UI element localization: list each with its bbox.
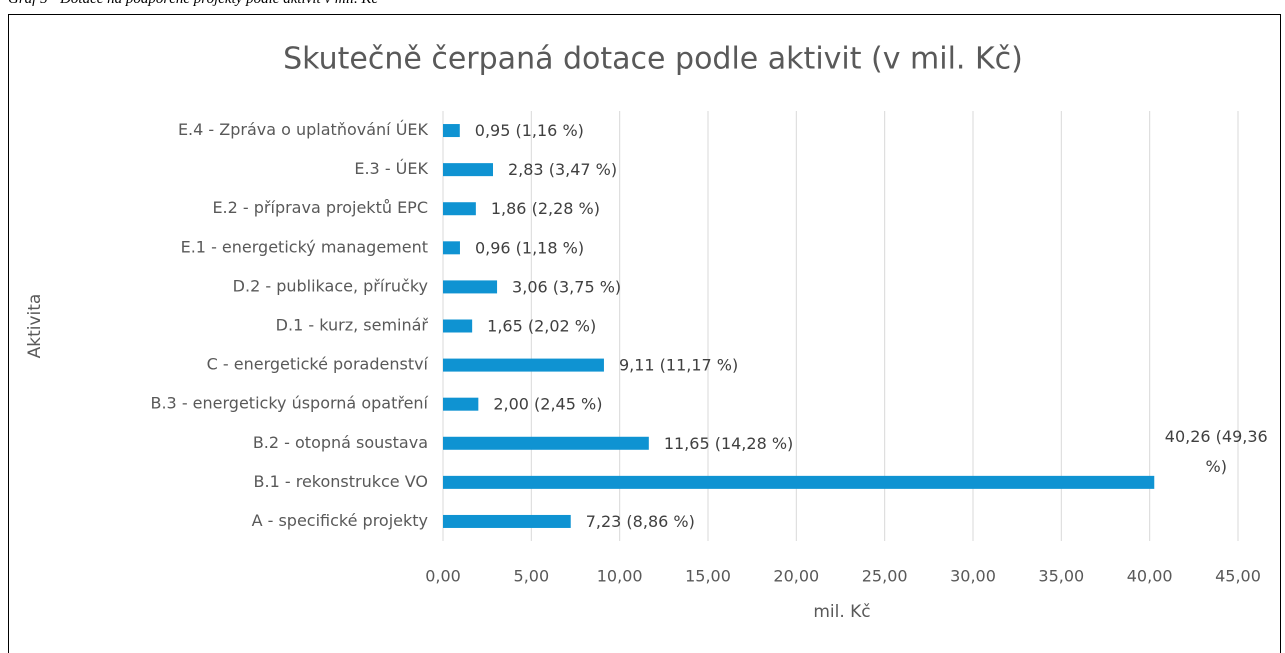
bar	[443, 358, 604, 372]
data-label: 1,65 (2,02 %)	[487, 317, 596, 336]
x-tick-label: 10,00	[597, 567, 643, 586]
y-tick-label: E.3 - ÚEK	[354, 159, 428, 178]
bar	[443, 280, 498, 294]
y-tick-label: D.2 - publikace, příručky	[233, 276, 428, 295]
x-tick-label: 20,00	[773, 567, 819, 586]
y-axis-title: Aktivita	[25, 294, 45, 359]
y-tick-label: C - energetické poradenství	[207, 355, 429, 374]
x-tick-label: 15,00	[685, 567, 731, 586]
y-tick-label: E.4 - Zpráva o uplatňování ÚEK	[178, 120, 429, 139]
bar	[443, 514, 571, 528]
data-label: 0,96 (1,18 %)	[475, 238, 584, 257]
data-label: 40,26 (49,36 %)	[1164, 427, 1268, 477]
data-label-box: 40,26 (49,36 %)	[1164, 427, 1268, 477]
y-tick-label: B.1 - rekonstrukce VO	[254, 472, 428, 491]
x-tick-label: 0,00	[425, 567, 461, 586]
bar	[443, 124, 460, 138]
y-tick-label: A - specifické projekty	[252, 511, 428, 530]
data-label: 2,00 (2,45 %)	[493, 395, 602, 414]
data-label: 9,11 (11,17 %)	[619, 356, 738, 375]
x-tick-label: 35,00	[1038, 567, 1084, 586]
x-axis-title: mil. Kč	[813, 602, 870, 622]
chart-border	[8, 14, 1281, 653]
x-tick-label: 45,00	[1215, 567, 1261, 586]
y-tick-label: B.3 - energeticky úsporná opatření	[150, 394, 428, 413]
bar	[443, 202, 476, 216]
data-label: 7,23 (8,86 %)	[586, 512, 695, 531]
data-label: 0,95 (1,16 %)	[475, 121, 584, 140]
x-tick-label: 25,00	[862, 567, 908, 586]
y-tick-label: E.1 - energetický management	[181, 237, 428, 256]
bar	[443, 319, 473, 333]
y-tick-label: B.2 - otopná soustava	[253, 433, 428, 452]
y-tick-label: D.1 - kurz, seminář	[276, 316, 429, 335]
bar	[443, 241, 460, 255]
bar	[443, 163, 493, 177]
x-tick-label: 40,00	[1127, 567, 1173, 586]
x-tick-label: 30,00	[950, 567, 996, 586]
data-label: 2,83 (3,47 %)	[508, 160, 617, 179]
bar	[443, 475, 1155, 489]
y-tick-label: E.2 - příprava projektů EPC	[212, 198, 428, 217]
data-label: 1,86 (2,28 %)	[491, 199, 600, 218]
data-label: 3,06 (3,75 %)	[512, 277, 621, 296]
figure-caption: Graf 5 - Dotace na podpořené projekty po…	[8, 0, 378, 8]
data-label: 11,65 (14,28 %)	[664, 434, 793, 453]
chart-title: Skutečně čerpaná dotace podle aktivit (v…	[283, 42, 1023, 77]
x-tick-label: 5,00	[514, 567, 550, 586]
bar	[443, 436, 649, 450]
bar	[443, 397, 479, 411]
